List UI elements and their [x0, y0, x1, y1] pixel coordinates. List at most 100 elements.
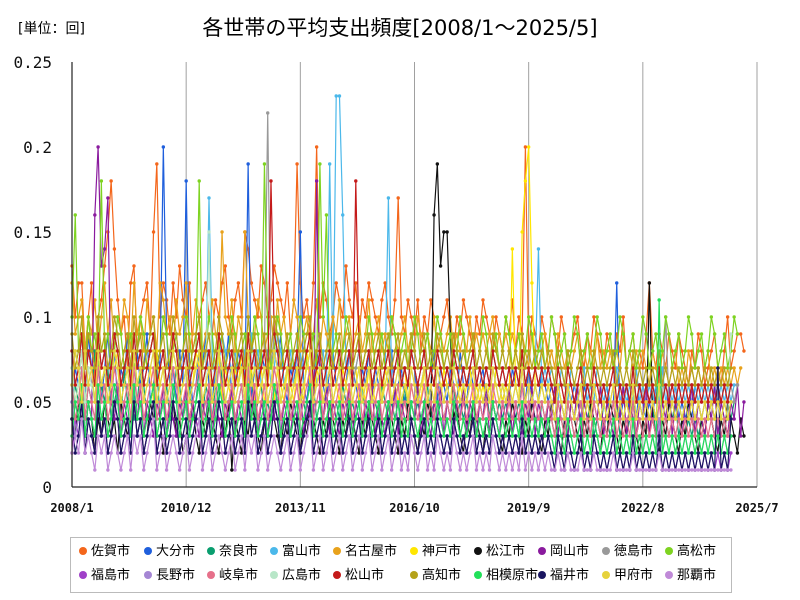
data-point: [438, 332, 443, 336]
data-point: [106, 383, 110, 387]
data-point: [419, 383, 423, 387]
data-point: [451, 383, 456, 387]
legend-label: 相模原市: [486, 568, 539, 583]
data-point: [142, 366, 146, 370]
data-point: [429, 366, 433, 370]
data-point: [168, 349, 172, 353]
data-point: [621, 315, 625, 319]
data-point: [546, 451, 550, 455]
data-point: [569, 417, 573, 421]
data-point: [357, 434, 361, 438]
data-point: [556, 349, 560, 353]
data-point: [295, 366, 299, 370]
data-point: [350, 417, 355, 421]
data-point: [155, 400, 159, 404]
data-point: [517, 434, 521, 438]
data-point: [239, 332, 244, 336]
data-point: [406, 366, 410, 370]
data-point: [657, 298, 661, 302]
data-point: [164, 332, 169, 336]
data-point: [693, 468, 697, 472]
data-point: [409, 332, 413, 336]
data-point: [223, 417, 228, 421]
data-point: [239, 349, 244, 353]
data-point: [631, 417, 635, 421]
data-point: [373, 400, 378, 404]
data-point: [161, 400, 166, 404]
data-point: [738, 434, 743, 438]
legend-item: 福島市: [79, 568, 130, 584]
data-point: [269, 383, 273, 387]
data-point: [259, 264, 263, 268]
data-point: [86, 383, 91, 387]
data-point: [226, 366, 231, 370]
data-point: [520, 451, 524, 455]
data-point: [403, 366, 407, 370]
data-point: [93, 366, 97, 370]
data-point: [354, 179, 358, 183]
data-point: [520, 366, 524, 370]
data-point: [530, 281, 534, 285]
data-point: [579, 366, 583, 370]
data-point: [373, 366, 378, 370]
data-point: [259, 434, 263, 438]
data-point: [347, 298, 351, 302]
data-point: [399, 383, 404, 387]
data-point: [416, 366, 420, 370]
legend-item: 岡山市: [538, 544, 589, 560]
data-point: [497, 451, 502, 455]
data-point: [396, 196, 400, 200]
data-point: [119, 417, 123, 421]
data-point: [432, 315, 436, 319]
data-point: [562, 383, 567, 387]
data-point: [158, 417, 162, 421]
data-point: [491, 400, 495, 404]
data-point: [341, 349, 345, 353]
data-point: [122, 315, 126, 319]
data-point: [618, 434, 622, 438]
data-point: [650, 400, 655, 404]
data-point: [706, 366, 710, 370]
data-point: [637, 366, 642, 370]
data-point: [142, 417, 146, 421]
data-point: [187, 417, 192, 421]
data-point: [269, 451, 273, 455]
data-point: [429, 298, 433, 302]
data-point: [380, 349, 384, 353]
data-point: [406, 298, 410, 302]
data-point: [416, 332, 420, 336]
data-point: [579, 417, 583, 421]
data-point: [197, 417, 201, 421]
data-point: [197, 383, 201, 387]
data-point: [399, 349, 404, 353]
data-point: [99, 366, 104, 370]
data-point: [673, 468, 678, 472]
data-point: [148, 383, 152, 387]
data-point: [644, 468, 648, 472]
data-point: [190, 434, 195, 438]
data-point: [549, 434, 554, 438]
data-point: [510, 247, 515, 251]
data-point: [230, 315, 234, 319]
data-point: [80, 298, 84, 302]
data-point: [106, 468, 110, 472]
data-point: [585, 332, 590, 336]
data-point: [115, 383, 120, 387]
data-point: [523, 145, 528, 149]
data-point: [220, 434, 224, 438]
data-point: [510, 400, 515, 404]
data-point: [510, 332, 515, 336]
data-point: [699, 383, 704, 387]
data-point: [383, 366, 387, 370]
data-point: [637, 400, 642, 404]
data-point: [742, 434, 746, 438]
data-point: [282, 451, 286, 455]
data-point: [634, 400, 639, 404]
data-point: [106, 451, 110, 455]
legend-marker: [474, 571, 482, 579]
data-point: [145, 400, 149, 404]
legend-item: 高知市: [410, 568, 461, 584]
data-point: [380, 383, 384, 387]
data-point: [637, 417, 642, 421]
data-point: [712, 417, 717, 421]
